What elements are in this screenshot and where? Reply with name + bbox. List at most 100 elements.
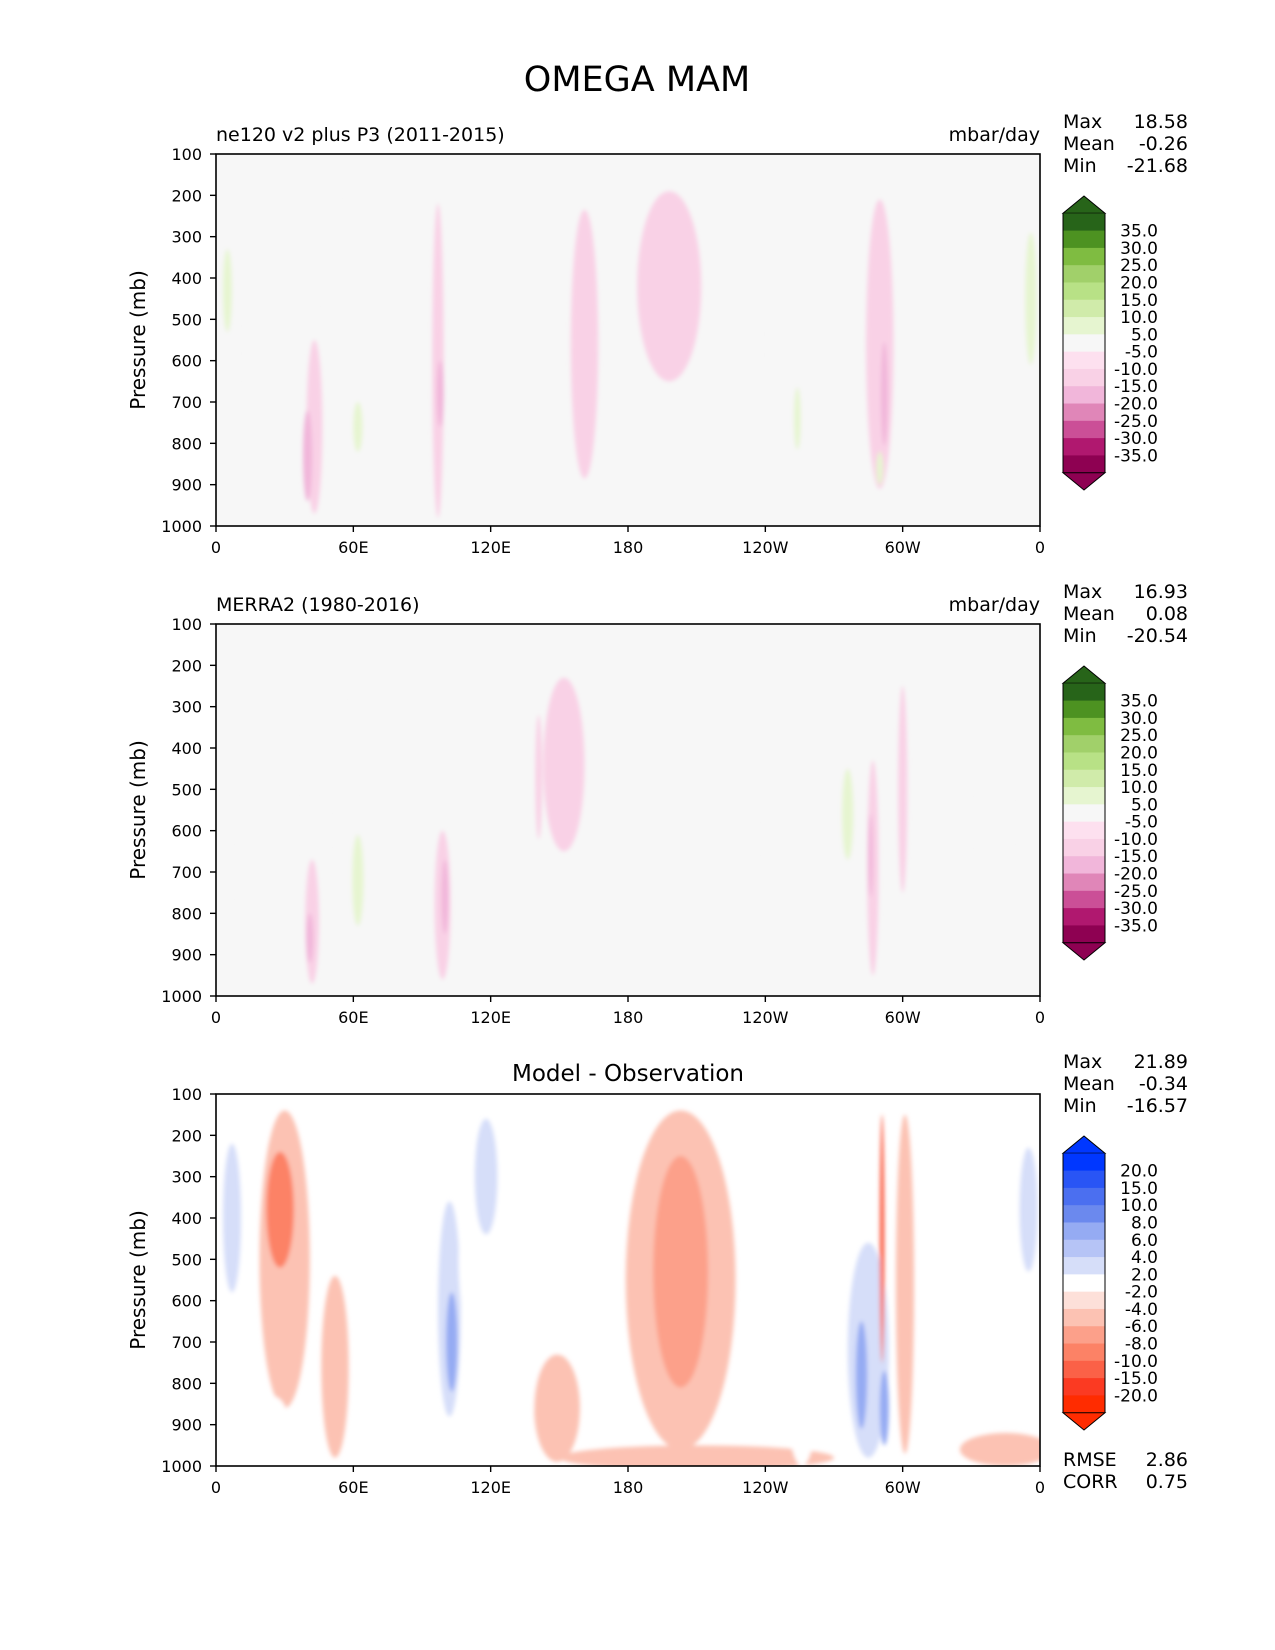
contour-cell	[436, 360, 444, 427]
contour-cell	[321, 1275, 349, 1458]
contour-cell	[866, 199, 894, 489]
x-tick-label: 0	[1035, 1478, 1045, 1497]
stat-name: Mean	[1063, 133, 1115, 155]
contour-cell	[653, 1156, 709, 1388]
colorbar-label: 20.0	[1120, 1162, 1158, 1182]
colorbar: 35.030.025.020.015.010.05.0-5.0-10.0-15.…	[1061, 665, 1158, 961]
x-tick-label: 0	[211, 1008, 221, 1027]
contour-cell	[446, 1292, 458, 1392]
error-stats-block: RMSE 2.86 CORR 0.75	[1063, 1449, 1188, 1493]
contour-cell	[534, 1354, 580, 1462]
y-tick-label: 400	[171, 739, 202, 758]
colorbar-swatch	[1063, 1222, 1105, 1241]
colorbar-swatch	[1063, 1274, 1105, 1293]
contour-cell	[391, 1337, 403, 1413]
colorbar-label: 8.0	[1131, 1213, 1158, 1233]
colorbar-swatch	[1063, 265, 1105, 283]
colorbar-label: 10.0	[1120, 308, 1158, 328]
contour-cell	[879, 1114, 885, 1363]
colorbar-swatch	[1063, 1257, 1105, 1275]
contour-cell	[867, 760, 879, 976]
colorbar-extend-min	[1061, 942, 1107, 961]
y-tick-label: 900	[171, 476, 202, 495]
stat-name: Max	[1063, 581, 1102, 603]
panel-title: Model - Observation	[512, 1061, 744, 1087]
colorbar-label: -25.0	[1114, 882, 1158, 902]
contour-cell	[441, 859, 449, 934]
contour-cell	[978, 677, 1011, 968]
colorbar-swatch	[1063, 821, 1105, 840]
y-axis-label: Pressure (mb)	[126, 270, 150, 410]
contour-cell	[959, 1432, 1040, 1466]
colorbar-label: 20.0	[1120, 273, 1158, 293]
contour-cell	[1019, 1147, 1038, 1272]
stats-block: Max 16.93 Mean 0.08 Min -20.54	[1063, 581, 1188, 647]
contour-cell	[266, 1151, 294, 1268]
colorbar-label: -20.0	[1114, 1386, 1158, 1406]
colorbar-swatch	[1063, 1395, 1105, 1414]
colorbar-label: 4.0	[1131, 1248, 1158, 1268]
contour-cell	[220, 779, 230, 965]
colorbar-swatch	[1063, 735, 1105, 753]
colorbar-label: 5.0	[1131, 325, 1158, 345]
colorbar-swatch	[1063, 873, 1105, 892]
stat-name: Max	[1063, 1051, 1102, 1073]
contour-cell	[325, 203, 358, 436]
colorbar-label: 15.0	[1120, 761, 1158, 781]
contour-cell	[559, 1445, 834, 1466]
colorbar-swatch	[1063, 890, 1105, 909]
colorbar-swatch	[1063, 230, 1105, 249]
y-tick-label: 200	[171, 186, 202, 205]
contour-cell	[790, 195, 851, 493]
colorbar-swatch	[1063, 683, 1105, 702]
x-tick-label: 60E	[338, 538, 368, 557]
y-tick-label: 300	[171, 228, 202, 247]
colorbar-label: 35.0	[1120, 222, 1158, 242]
colorbar: 20.015.010.08.06.04.02.0-2.0-4.0-6.0-8.0…	[1061, 1135, 1158, 1431]
colorbar-label: -20.0	[1114, 865, 1158, 885]
y-tick-label: 100	[171, 1085, 202, 1104]
colorbar-swatch	[1063, 1343, 1105, 1362]
colorbar-swatch	[1063, 787, 1105, 805]
colorbar-label: -20.0	[1114, 395, 1158, 415]
contour-cell	[637, 191, 702, 382]
colorbar-swatch	[1063, 247, 1105, 266]
colorbar-swatch	[1063, 368, 1105, 387]
colorbar-swatch	[1063, 1239, 1105, 1258]
contour-cell	[785, 1300, 818, 1466]
y-tick-label: 600	[171, 352, 202, 371]
stat-value: 21.89	[1134, 1051, 1188, 1073]
colorbar-label: -30.0	[1114, 899, 1158, 919]
colorbar-swatch	[1063, 386, 1105, 405]
contour-cell	[543, 677, 585, 852]
x-tick-label: 60W	[885, 1478, 921, 1497]
panel-units: mbar/day	[949, 124, 1040, 146]
colorbar-label: 10.0	[1120, 778, 1158, 798]
colorbar-swatch	[1063, 334, 1105, 353]
y-axis-label: Pressure (mb)	[126, 1210, 150, 1350]
panel-left-title: MERRA2 (1980-2016)	[216, 594, 420, 616]
colorbar-label: -5.0	[1125, 813, 1158, 833]
stat-name: CORR	[1063, 1471, 1118, 1493]
contour-cell	[1025, 232, 1037, 365]
contour-cell	[474, 1118, 498, 1235]
contour-field	[216, 191, 1040, 518]
colorbar-swatch	[1063, 213, 1105, 232]
colorbar-label: -2.0	[1125, 1283, 1158, 1303]
stat-value: -0.26	[1139, 133, 1188, 155]
colorbar-swatch	[1063, 317, 1105, 335]
colorbar-swatch	[1063, 700, 1105, 719]
panel-observation: 100 200 300 400 500 600 700 800 900 1000 0 60E 120E…	[126, 581, 1188, 1027]
colorbar-label: -15.0	[1114, 847, 1158, 867]
colorbar-label: 35.0	[1120, 692, 1158, 712]
stat-name: Mean	[1063, 603, 1115, 625]
contour-cell	[337, 702, 370, 959]
y-tick-label: 200	[171, 656, 202, 675]
contour-cell	[799, 694, 860, 959]
colorbar-label: 15.0	[1120, 291, 1158, 311]
y-tick-label: 400	[171, 1209, 202, 1228]
colorbar-swatch	[1063, 752, 1105, 771]
panel-left-title: ne120 v2 plus P3 (2011-2015)	[216, 124, 505, 146]
colorbar-extend-min	[1061, 472, 1107, 491]
colorbar-label: -35.0	[1114, 916, 1158, 936]
